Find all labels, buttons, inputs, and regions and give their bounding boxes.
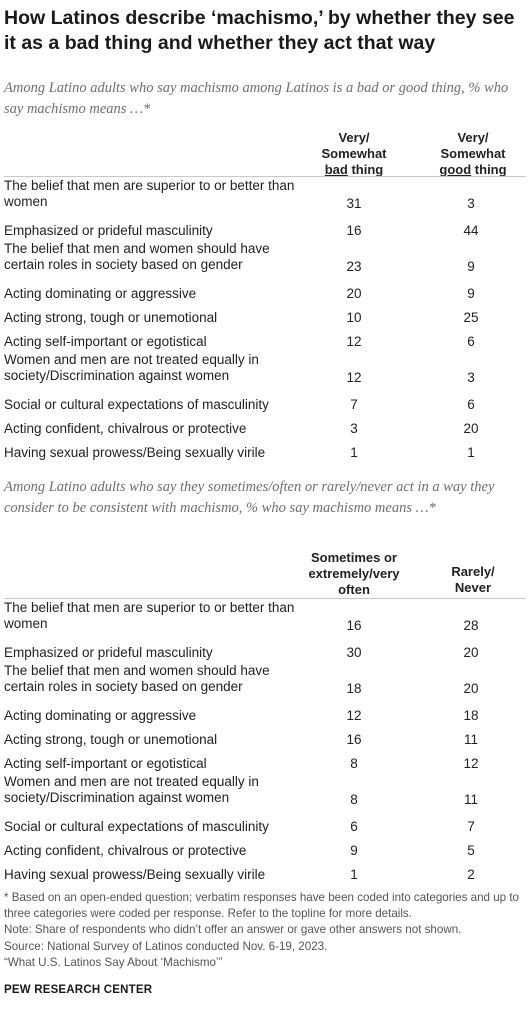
value-cell: 1 <box>350 445 358 460</box>
note-source: Source: National Survey of Latinos condu… <box>4 939 328 953</box>
value-cell: 20 <box>463 421 479 436</box>
chart-title: How Latinos describe ‘machismo,’ by whet… <box>4 6 528 56</box>
value-cell: 12 <box>463 756 479 771</box>
table1-subtitle: Among Latino adults who say machismo amo… <box>4 80 509 117</box>
row-label: The belief that men are superior to or b… <box>4 178 295 209</box>
value-cell: 5 <box>467 843 475 858</box>
value-cell: 28 <box>463 618 479 633</box>
value-cell: 1 <box>350 867 358 882</box>
value-cell: 6 <box>467 334 475 349</box>
note-footnote: * Based on an open-ended question; verba… <box>4 891 519 921</box>
row-label: Having sexual prowess/Being sexually vir… <box>4 445 266 460</box>
value-cell: 31 <box>346 196 362 211</box>
value-cell: 8 <box>350 792 358 807</box>
table1-col1-header: Very/ Somewhat bad thing <box>321 130 387 177</box>
value-cell: 3 <box>467 196 475 211</box>
value-cell: 11 <box>463 792 478 807</box>
row-label: Acting strong, tough or unemotional <box>4 732 218 747</box>
value-cell: 20 <box>463 681 479 696</box>
value-cell: 18 <box>463 708 479 723</box>
value-cell: 12 <box>346 708 362 723</box>
value-cell: 11 <box>463 732 478 747</box>
table2-header-rule <box>4 598 526 599</box>
row-label: Women and men are not treated equally in… <box>4 774 259 805</box>
value-cell: 3 <box>467 370 475 385</box>
row-label: Having sexual prowess/Being sexually vir… <box>4 867 266 882</box>
value-cell: 20 <box>463 645 479 660</box>
row-label: Social or cultural expectations of mascu… <box>4 397 269 412</box>
value-cell: 12 <box>346 370 362 385</box>
value-cell: 9 <box>467 259 475 274</box>
value-cell: 8 <box>350 756 358 771</box>
value-cell: 23 <box>346 259 362 274</box>
value-cell: 25 <box>463 310 479 325</box>
row-label: Acting dominating or aggressive <box>4 286 197 301</box>
table1-header-rule <box>4 176 526 177</box>
row-label: Emphasized or prideful masculinity <box>4 223 213 238</box>
value-cell: 7 <box>467 819 475 834</box>
table2-col2-header: Rarely/ Never <box>451 564 495 595</box>
table1-col2-header: Very/ Somewhat good thing <box>439 130 507 177</box>
value-cell: 7 <box>350 397 358 412</box>
value-cell: 44 <box>463 223 479 238</box>
title-line-1: How Latinos describe ‘machismo,’ by whet… <box>4 7 515 29</box>
note-report: “What U.S. Latinos Say About ‘Machismo’” <box>4 955 223 969</box>
notes: * Based on an open-ended question; verba… <box>4 890 526 971</box>
row-label: Emphasized or prideful masculinity <box>4 645 213 660</box>
row-label: Acting confident, chivalrous or protecti… <box>4 843 247 858</box>
value-cell: 3 <box>350 421 358 436</box>
table2-subtitle: Among Latino adults who say they sometim… <box>4 479 495 516</box>
row-label: Social or cultural expectations of mascu… <box>4 819 269 834</box>
value-cell: 16 <box>346 618 362 633</box>
pew-logo-text: PEW RESEARCH CENTER <box>4 984 153 996</box>
value-cell: 9 <box>350 843 358 858</box>
value-cell: 10 <box>346 310 362 325</box>
value-cell: 6 <box>467 397 475 412</box>
row-label: The belief that men and women should hav… <box>4 663 270 694</box>
row-label: The belief that men are superior to or b… <box>4 600 295 631</box>
value-cell: 9 <box>467 286 475 301</box>
value-cell: 16 <box>346 223 362 238</box>
value-cell: 12 <box>346 334 362 349</box>
row-label: Acting self-important or egotistical <box>4 334 207 349</box>
row-label: Women and men are not treated equally in… <box>4 352 259 383</box>
value-cell: 2 <box>467 867 475 882</box>
row-label: Acting self-important or egotistical <box>4 756 207 771</box>
table2-col1-header: Sometimes or extremely/very often <box>308 550 400 597</box>
title-line-2: it as a bad thing and whether they act t… <box>4 32 436 54</box>
value-cell: 16 <box>346 732 362 747</box>
row-label: The belief that men and women should hav… <box>4 241 270 272</box>
value-cell: 20 <box>346 286 362 301</box>
value-cell: 1 <box>467 445 475 460</box>
row-label: Acting strong, tough or unemotional <box>4 310 218 325</box>
row-label: Acting confident, chivalrous or protecti… <box>4 421 247 436</box>
value-cell: 18 <box>346 681 362 696</box>
row-label: Acting dominating or aggressive <box>4 708 197 723</box>
note-line: Note: Share of respondents who didn’t of… <box>4 923 462 937</box>
value-cell: 30 <box>346 645 362 660</box>
value-cell: 6 <box>350 819 358 834</box>
